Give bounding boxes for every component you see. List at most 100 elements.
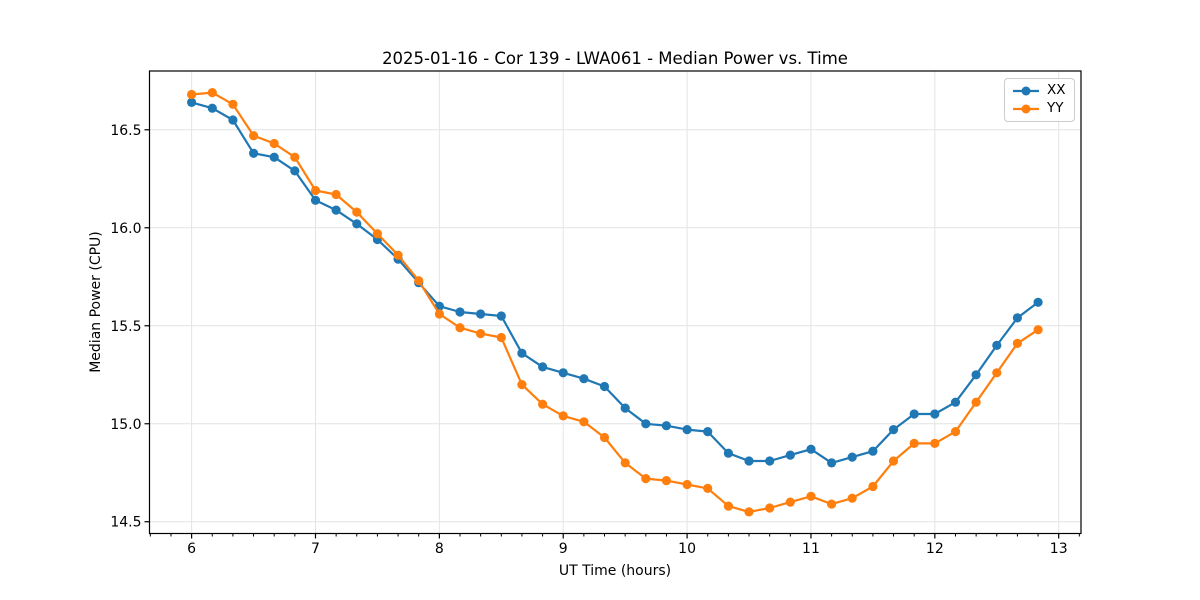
- legend-item-xx: XX: [1012, 84, 1067, 98]
- legend-line-marker-icon: [1013, 86, 1039, 96]
- data-point-marker-xx: [703, 427, 713, 437]
- data-point-marker-xx: [476, 309, 486, 319]
- x-tick-label: 11: [802, 541, 820, 557]
- legend-line-marker-icon: [1013, 104, 1039, 114]
- data-point-marker-yy: [930, 438, 940, 448]
- data-point-marker-xx: [517, 348, 527, 358]
- data-point-marker-xx: [682, 425, 692, 435]
- data-point-marker-xx: [290, 166, 300, 176]
- x-tick-label: 6: [187, 541, 196, 557]
- data-point-marker-yy: [620, 458, 630, 468]
- legend-label: XX: [1047, 82, 1066, 99]
- y-tick-label: 15.0: [110, 417, 141, 433]
- data-point-marker-yy: [496, 332, 506, 343]
- x-tick-label: 13: [1050, 541, 1068, 557]
- data-point-marker-yy: [909, 438, 919, 448]
- y-axis-label: Median Power (CPU): [88, 231, 104, 373]
- x-tick-label: 10: [678, 541, 696, 557]
- data-point-marker-xx: [661, 421, 672, 431]
- data-point-marker-xx: [868, 446, 878, 456]
- data-point-marker-yy: [517, 380, 527, 390]
- y-tick-label: 16.0: [110, 221, 141, 237]
- data-point-marker-xx: [579, 374, 589, 384]
- data-point-marker-xx: [950, 397, 961, 407]
- data-point-marker-xx: [744, 456, 754, 466]
- data-point-marker-yy: [269, 138, 279, 149]
- x-axis-label: UT Time (hours): [558, 563, 672, 579]
- data-point-marker-xx: [806, 444, 816, 454]
- data-point-marker-yy: [1012, 338, 1023, 348]
- data-point-marker-yy: [228, 99, 238, 109]
- data-point-marker-yy: [806, 491, 816, 501]
- data-point-marker-yy: [888, 456, 899, 466]
- data-point-marker-xx: [909, 409, 919, 419]
- data-point-marker-yy: [434, 309, 444, 319]
- data-point-marker-yy: [290, 152, 300, 162]
- data-point-marker-xx: [888, 425, 899, 435]
- plot-border: [148, 70, 1082, 535]
- data-point-marker-xx: [827, 458, 837, 468]
- series-line-yy: [190, 91, 1040, 513]
- x-tick-label: 8: [435, 541, 444, 557]
- legend: XX YY: [1004, 78, 1075, 122]
- data-point-marker-yy: [682, 479, 692, 490]
- data-point-marker-yy: [455, 323, 465, 333]
- data-point-marker-xx: [207, 103, 217, 113]
- data-point-marker-yy: [579, 417, 589, 427]
- data-point-marker-yy: [661, 476, 672, 486]
- data-point-marker-yy: [1033, 325, 1043, 335]
- data-point-marker-yy: [950, 427, 961, 437]
- data-point-marker-xx: [765, 456, 775, 466]
- data-point-marker-yy: [331, 189, 341, 200]
- data-point-marker-yy: [868, 481, 878, 492]
- data-point-marker-xx: [496, 311, 506, 321]
- data-point-marker-yy: [393, 250, 403, 260]
- data-point-marker-xx: [1012, 313, 1023, 323]
- data-point-marker-yy: [352, 207, 362, 217]
- data-point-marker-yy: [744, 507, 754, 517]
- chart-title: 2025-01-16 - Cor 139 - LWA061 - Median P…: [382, 49, 848, 68]
- data-point-marker-yy: [414, 276, 424, 286]
- data-point-marker-yy: [310, 185, 321, 196]
- data-point-marker-xx: [971, 370, 981, 380]
- data-point-marker-xx: [930, 409, 940, 419]
- x-tick-label: 9: [559, 541, 568, 557]
- data-point-marker-xx: [1033, 297, 1043, 307]
- data-point-marker-xx: [455, 307, 465, 317]
- data-point-marker-yy: [723, 501, 734, 511]
- legend-label: YY: [1047, 100, 1064, 117]
- data-point-marker-yy: [641, 474, 651, 484]
- data-point-marker-yy: [476, 329, 486, 339]
- data-point-marker-yy: [785, 497, 795, 507]
- data-point-marker-yy: [207, 88, 217, 98]
- data-point-marker-yy: [827, 499, 837, 509]
- data-point-marker-xx: [723, 448, 734, 458]
- data-point-marker-xx: [785, 450, 795, 460]
- data-point-marker-xx: [228, 115, 238, 125]
- data-point-marker-xx: [269, 152, 279, 162]
- data-point-marker-xx: [992, 340, 1002, 350]
- data-point-marker-xx: [187, 97, 197, 107]
- data-point-marker-yy: [187, 89, 197, 100]
- data-point-marker-yy: [765, 503, 775, 513]
- data-point-marker-xx: [352, 219, 362, 229]
- data-point-marker-yy: [558, 411, 568, 421]
- y-tick-label: 16.5: [110, 123, 141, 139]
- data-point-marker-xx: [538, 362, 548, 372]
- data-point-marker-yy: [847, 493, 857, 503]
- x-tick-label: 12: [926, 541, 944, 557]
- data-point-marker-xx: [249, 148, 259, 158]
- data-point-marker-yy: [372, 229, 382, 239]
- data-point-marker-xx: [331, 205, 341, 215]
- legend-item-yy: YY: [1012, 102, 1067, 116]
- data-point-marker-xx: [558, 368, 568, 378]
- series-line-xx: [190, 101, 1040, 464]
- data-point-marker-yy: [992, 368, 1002, 378]
- data-point-marker-yy: [249, 131, 259, 141]
- y-tick-label: 14.5: [110, 515, 141, 531]
- data-point-marker-yy: [538, 399, 548, 409]
- y-tick-label: 15.5: [110, 319, 141, 335]
- data-point-marker-yy: [971, 397, 981, 407]
